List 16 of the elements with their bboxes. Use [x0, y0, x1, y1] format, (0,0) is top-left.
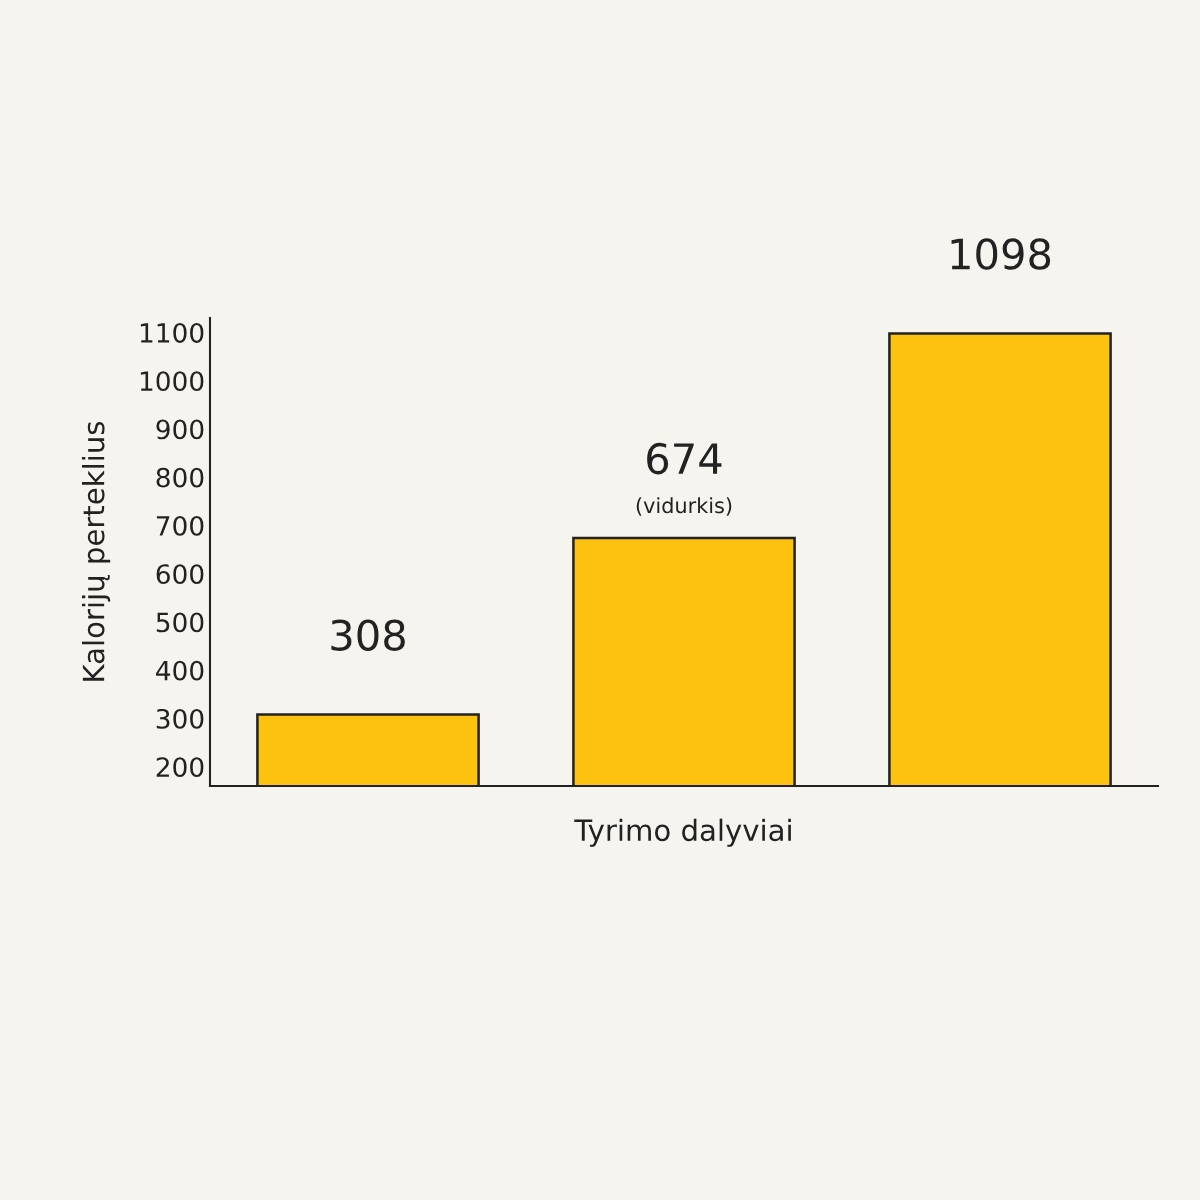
data-label: 674: [647, 442, 722, 475]
x-axis-title: Tyrimo dalyviai: [574, 818, 791, 847]
y-tick-label: 900: [156, 419, 204, 440]
y-tick-label: 1100: [140, 322, 204, 343]
y-tick-label: 1000: [140, 371, 204, 392]
y-tick-label: 400: [156, 660, 204, 681]
annotation: (vidurkis): [636, 497, 732, 516]
y-tick-label: 200: [156, 757, 204, 778]
y-tick-label: 300: [156, 708, 204, 729]
y-tick-label: 600: [156, 564, 204, 585]
y-tick-label: 700: [156, 515, 204, 536]
y-tick-label: 800: [156, 467, 204, 488]
y-tick-label: 500: [156, 612, 204, 633]
data-label: 1098: [951, 238, 1051, 270]
data-label: 308: [331, 619, 405, 651]
y-axis-title: Kalorijų perteklius: [81, 421, 111, 681]
